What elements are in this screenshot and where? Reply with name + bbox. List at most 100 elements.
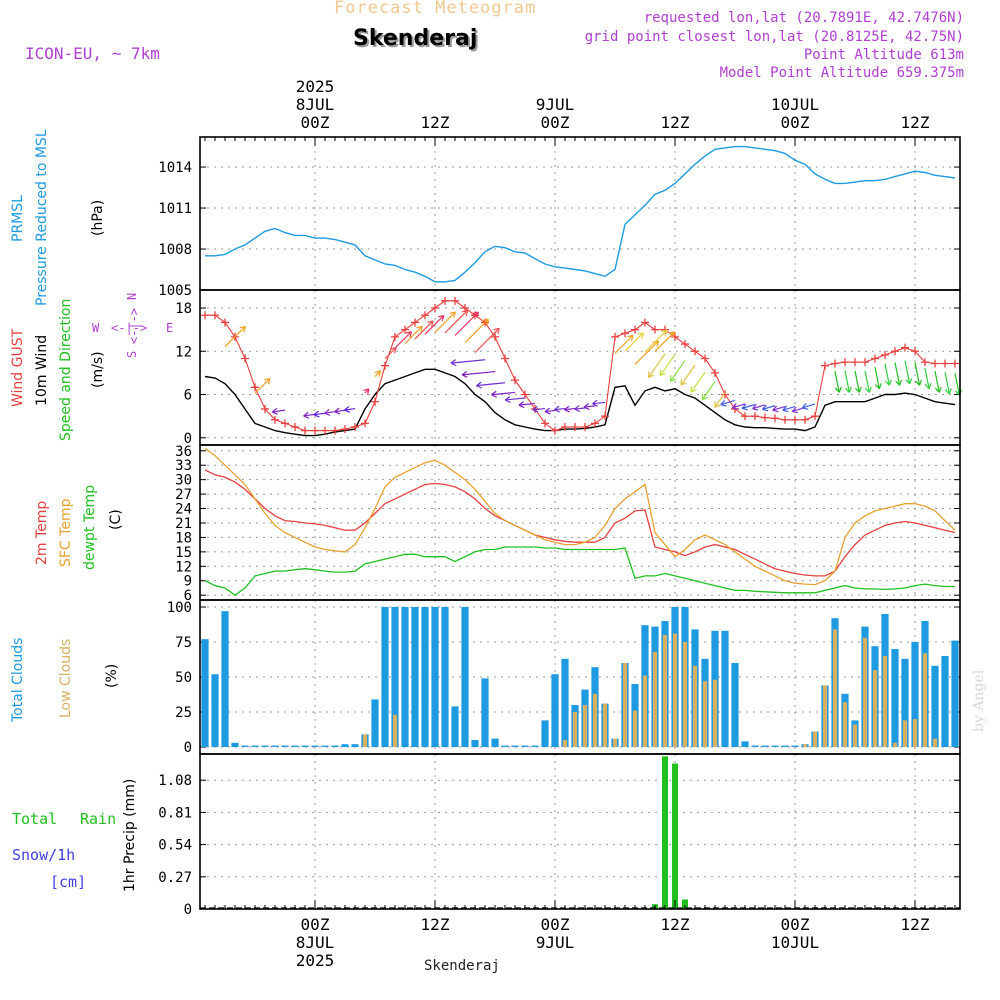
gust-marker <box>401 325 409 334</box>
snow-label: Snow/1h <box>12 846 76 864</box>
y-tick-label: 1.08 <box>158 773 192 789</box>
gust-marker <box>371 397 379 406</box>
total-cloud-bar <box>721 630 729 747</box>
wind-arrow-head <box>449 311 456 318</box>
y-tick-label: 36 <box>175 444 192 460</box>
gust-marker <box>571 422 579 431</box>
total-cloud-bar <box>891 649 899 747</box>
low-cloud-bar <box>392 714 398 747</box>
compass-n: N <box>125 293 139 300</box>
total-cloud-bar <box>291 745 299 747</box>
y-tick-label: 30 <box>175 473 192 489</box>
wind-arrow-head <box>801 403 809 410</box>
gust-marker <box>441 296 449 305</box>
wind-direction-arrow <box>474 327 500 353</box>
wind-direction-arrow <box>424 315 445 335</box>
wind-arrow-head <box>303 411 310 419</box>
total-cloud-bar <box>561 658 569 747</box>
wind-direction-arrow <box>444 309 469 334</box>
gust-marker <box>931 359 939 368</box>
gridpoint-coordinates: grid point closest lon,lat (20.8125E, 42… <box>584 29 964 45</box>
wind-arrow-head <box>592 399 598 407</box>
total-cloud-bar <box>211 674 219 747</box>
wind-direction-arrow <box>344 407 356 411</box>
compass-arrows-v: <-|-> <box>127 308 141 344</box>
total-cloud-bar <box>931 665 939 747</box>
total-cloud-bar <box>201 639 209 747</box>
panel-frame <box>199 289 961 446</box>
wind-direction-arrow <box>313 412 326 416</box>
wind-arrow-head <box>791 406 799 414</box>
temp-dewpt-line <box>204 546 955 597</box>
low-cloud-bar <box>872 670 878 747</box>
total-cloud-bar <box>381 607 389 747</box>
wind-arrow-head <box>249 339 255 345</box>
wind-arrow-head <box>437 314 445 322</box>
wind-arrow-head <box>583 403 590 411</box>
low-cloud-bar <box>622 663 628 747</box>
gust-marker <box>551 426 559 435</box>
gust-marker <box>831 359 839 368</box>
wind-direction-arrow <box>254 378 271 394</box>
wind-direction-arrow <box>752 404 766 410</box>
low-cloud-bar <box>592 693 598 747</box>
wind-direction-arrow <box>894 362 901 386</box>
gust-marker <box>841 358 849 367</box>
top-hour-label: 12Z <box>421 113 450 132</box>
low-cloud-bar <box>842 702 848 747</box>
total-cloud-bar <box>421 607 429 747</box>
gust-marker <box>711 368 719 377</box>
location-title: Skenderaj <box>353 26 478 51</box>
gust-marker <box>491 332 499 341</box>
top-year-label: 2025 <box>296 77 335 96</box>
gust-marker <box>251 383 259 392</box>
model-point-altitude: Model Point Altitude 659.375m <box>719 65 964 81</box>
wind-arrow-head <box>762 404 769 412</box>
gust-marker <box>761 413 769 422</box>
wind-arrow-head <box>772 405 779 413</box>
low-cloud-bar <box>932 738 938 747</box>
wind-direction-arrow <box>583 405 596 408</box>
wind-arrow-head <box>239 325 246 333</box>
wind-direction-arrow <box>680 364 696 386</box>
wind-direction-arrow <box>564 407 576 411</box>
wind-arrow-head <box>752 403 759 411</box>
wind-arrow-head <box>741 403 748 411</box>
bottom-hour-label: 12Z <box>421 915 450 934</box>
wind-arrow-head <box>363 388 370 395</box>
model-label: ICON-EU, ~ 7km <box>25 44 160 63</box>
total-cloud-bar <box>901 658 909 747</box>
wind-direction-arrow <box>374 370 381 377</box>
panel-frame <box>199 136 961 291</box>
bottom-date-label: 9JUL <box>536 933 575 952</box>
y-tick-label: 6 <box>184 388 192 404</box>
gust-marker <box>341 425 349 434</box>
total-cloud-bar <box>501 745 509 747</box>
total-cloud-bar <box>271 745 279 747</box>
y-tick-label: 0.54 <box>158 838 192 854</box>
wind-direction-arrow <box>303 413 316 417</box>
wind-direction-arrow <box>414 320 434 340</box>
total-cloud-bar <box>341 744 349 747</box>
wind-arrow-head <box>271 407 278 415</box>
wind-direction-arrow <box>854 370 860 393</box>
wind-arrow-head <box>230 320 236 326</box>
wind-direction-arrow <box>954 373 961 396</box>
wind-direction-arrow <box>714 392 726 408</box>
y-tick-label: 0 <box>184 902 192 918</box>
wind-arrow-head <box>944 388 952 395</box>
wind-arrow-head <box>834 386 842 393</box>
total-cloud-bar <box>281 745 289 747</box>
gust-marker <box>941 359 949 368</box>
bottom-year-label: 2025 <box>296 951 335 970</box>
wind-direction-arrow <box>720 399 736 406</box>
wind-direction-arrow <box>669 360 686 382</box>
total-cloud-bar <box>761 745 769 747</box>
y-tick-label: 9 <box>184 574 192 590</box>
total-cloud-bar <box>351 744 359 747</box>
gust-marker <box>271 415 279 424</box>
y-tick-label: 18 <box>175 530 192 546</box>
top-hour-label: 12Z <box>661 113 690 132</box>
low-cloud-bar <box>702 681 708 747</box>
